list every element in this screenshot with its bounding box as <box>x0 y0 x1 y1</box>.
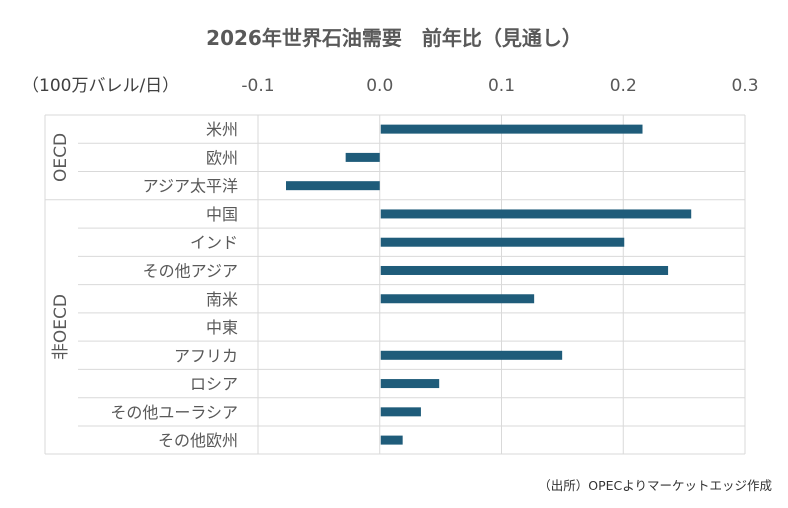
category-label: 中国 <box>206 205 238 224</box>
category-label: その他欧州 <box>158 431 238 450</box>
group-labels: OECD 非OECD <box>51 133 71 360</box>
x-tick-label: 0.3 <box>731 76 758 96</box>
category-label: アジア太平洋 <box>143 177 238 196</box>
x-tick-label: -0.1 <box>241 76 274 96</box>
category-label: アフリカ <box>174 346 238 365</box>
grid-lines <box>44 114 746 455</box>
category-label: 南米 <box>206 290 238 309</box>
category-label: その他ユーラシア <box>110 403 238 422</box>
category-label: ロシア <box>190 375 238 394</box>
category-label: その他アジア <box>143 261 238 280</box>
unit-label: （100万バレル/日） <box>22 76 179 96</box>
bar <box>380 350 563 360</box>
category-label: 欧州 <box>206 148 238 167</box>
category-label: 中東 <box>206 318 238 337</box>
bar <box>345 152 380 162</box>
x-tick-label: 0.2 <box>610 76 637 96</box>
category-label: インド <box>190 233 238 252</box>
bars <box>286 124 692 445</box>
chart-title: 2026年世界石油需要 前年比（見通し） <box>206 26 582 50</box>
bar <box>380 435 403 445</box>
x-tick-label: 0.1 <box>488 76 515 96</box>
bar <box>380 265 669 275</box>
bar <box>286 181 380 191</box>
bar <box>380 407 421 417</box>
x-axis-ticks: -0.1 0.0 0.1 0.2 0.3 <box>241 76 758 96</box>
group-label: 非OECD <box>51 294 71 360</box>
category-labels: 米州欧州アジア太平洋中国インドその他アジア南米中東アフリカロシアその他ユーラシア… <box>110 120 238 450</box>
bar <box>380 124 643 134</box>
bar <box>380 237 625 247</box>
category-label: 米州 <box>206 120 238 139</box>
group-label: OECD <box>51 133 71 182</box>
bar <box>380 294 535 304</box>
source-note: （出所）OPECよりマーケットエッジ作成 <box>538 478 772 493</box>
x-tick-label: 0.0 <box>366 76 393 96</box>
bar <box>380 209 692 219</box>
bar <box>380 379 440 389</box>
